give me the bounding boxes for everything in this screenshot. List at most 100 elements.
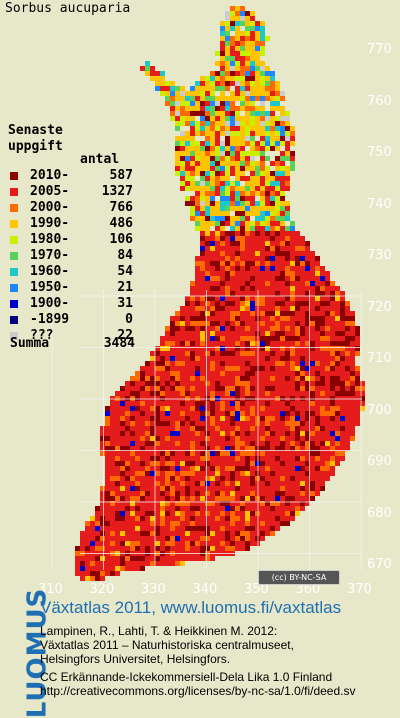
map-cell xyxy=(240,266,245,271)
map-cell xyxy=(225,476,230,481)
map-cell xyxy=(220,531,225,536)
map-cell xyxy=(205,516,210,521)
map-cell xyxy=(320,481,325,486)
map-cell xyxy=(275,141,280,146)
map-cell xyxy=(170,506,175,511)
map-cell xyxy=(245,411,250,416)
map-cell xyxy=(235,241,240,246)
map-cell xyxy=(345,331,350,336)
map-cell xyxy=(180,116,185,121)
map-cell xyxy=(215,456,220,461)
map-cell xyxy=(210,531,215,536)
map-cell xyxy=(240,541,245,546)
map-cell xyxy=(270,386,275,391)
map-cell xyxy=(235,151,240,156)
map-cell xyxy=(335,396,340,401)
map-cell xyxy=(245,456,250,461)
map-cell xyxy=(215,531,220,536)
map-cell xyxy=(280,96,285,101)
map-cell xyxy=(250,536,255,541)
map-cell xyxy=(220,41,225,46)
map-cell xyxy=(275,481,280,486)
map-cell xyxy=(275,396,280,401)
map-cell xyxy=(195,206,200,211)
map-cell xyxy=(260,91,265,96)
map-cell xyxy=(295,396,300,401)
map-cell xyxy=(175,111,180,116)
map-cell xyxy=(150,436,155,441)
map-cell xyxy=(250,286,255,291)
map-cell xyxy=(235,521,240,526)
map-cell xyxy=(340,426,345,431)
map-cell xyxy=(190,436,195,441)
map-cell xyxy=(230,116,235,121)
map-cell xyxy=(220,336,225,341)
map-cell xyxy=(320,416,325,421)
map-cell xyxy=(235,21,240,26)
map-cell xyxy=(100,561,105,566)
map-cell xyxy=(235,251,240,256)
map-cell xyxy=(265,191,270,196)
map-cell xyxy=(295,256,300,261)
map-cell xyxy=(275,441,280,446)
map-cell xyxy=(230,206,235,211)
map-cell xyxy=(200,471,205,476)
map-cell xyxy=(260,101,265,106)
map-cell xyxy=(260,431,265,436)
map-cell xyxy=(195,191,200,196)
map-cell xyxy=(85,576,90,581)
map-cell xyxy=(230,56,235,61)
cc-license-badge[interactable]: (cc) BY-NC-SA xyxy=(258,570,340,585)
map-cell xyxy=(190,376,195,381)
map-cell xyxy=(250,81,255,86)
map-cell xyxy=(205,186,210,191)
legend-row: 1970- 84 xyxy=(8,248,133,264)
map-cell xyxy=(140,376,145,381)
map-cell xyxy=(210,516,215,521)
map-cell xyxy=(160,461,165,466)
map-cell xyxy=(290,361,295,366)
map-cell xyxy=(215,201,220,206)
map-cell xyxy=(245,291,250,296)
map-cell xyxy=(270,296,275,301)
map-cell xyxy=(290,251,295,256)
map-cell xyxy=(155,421,160,426)
map-cell xyxy=(160,471,165,476)
map-cell xyxy=(110,526,115,531)
map-cell xyxy=(220,186,225,191)
map-cell xyxy=(275,231,280,236)
map-cell xyxy=(305,271,310,276)
map-cell xyxy=(245,31,250,36)
map-cell xyxy=(255,146,260,151)
map-cell xyxy=(185,351,190,356)
map-cell xyxy=(255,451,260,456)
map-cell xyxy=(210,221,215,226)
map-cell xyxy=(240,251,245,256)
license-link[interactable]: http://creativecommons.org/licenses/by-n… xyxy=(40,684,356,698)
map-cell xyxy=(245,436,250,441)
map-cell xyxy=(320,461,325,466)
map-cell xyxy=(165,386,170,391)
map-cell xyxy=(120,421,125,426)
map-cell xyxy=(185,391,190,396)
map-cell xyxy=(185,396,190,401)
map-cell xyxy=(130,436,135,441)
map-cell xyxy=(325,301,330,306)
map-cell xyxy=(340,431,345,436)
map-cell xyxy=(250,341,255,346)
atlas-title-link[interactable]: Växtatlas 2011, www.luomus.fi/vaxtatlas xyxy=(40,598,342,617)
map-cell xyxy=(200,281,205,286)
map-cell xyxy=(200,441,205,446)
map-cell xyxy=(225,186,230,191)
map-cell xyxy=(205,241,210,246)
map-cell xyxy=(165,406,170,411)
map-cell xyxy=(250,156,255,161)
map-cell xyxy=(175,136,180,141)
map-cell xyxy=(255,481,260,486)
legend-count-header: antal xyxy=(80,152,120,167)
map-cell xyxy=(165,501,170,506)
map-cell xyxy=(220,406,225,411)
map-cell xyxy=(130,406,135,411)
map-cell xyxy=(225,521,230,526)
map-cell xyxy=(230,326,235,331)
